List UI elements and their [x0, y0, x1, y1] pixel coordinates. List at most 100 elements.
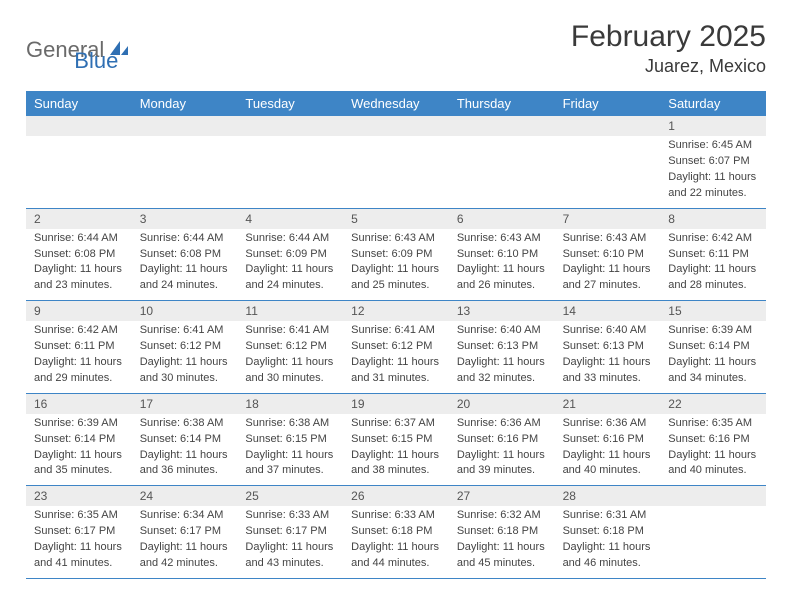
dl1-text: Daylight: 11 hours — [668, 170, 758, 185]
sunrise-text: Sunrise: 6:38 AM — [140, 416, 230, 431]
day-number: 16 — [26, 394, 132, 414]
sunrise-text: Sunrise: 6:44 AM — [140, 231, 230, 246]
day-cell: 27Sunrise: 6:32 AMSunset: 6:18 PMDayligh… — [449, 486, 555, 578]
dl2-text: and 36 minutes. — [140, 463, 230, 478]
day-number: 4 — [237, 209, 343, 229]
day-cell: 21Sunrise: 6:36 AMSunset: 6:16 PMDayligh… — [555, 394, 661, 486]
sunrise-text: Sunrise: 6:43 AM — [563, 231, 653, 246]
sunrise-text: Sunrise: 6:36 AM — [457, 416, 547, 431]
dl1-text: Daylight: 11 hours — [140, 262, 230, 277]
sunrise-text: Sunrise: 6:37 AM — [351, 416, 441, 431]
day-number — [26, 116, 132, 136]
day-details: Sunrise: 6:41 AMSunset: 6:12 PMDaylight:… — [237, 323, 343, 392]
sunrise-text: Sunrise: 6:43 AM — [351, 231, 441, 246]
dl1-text: Daylight: 11 hours — [668, 262, 758, 277]
day-details: Sunrise: 6:34 AMSunset: 6:17 PMDaylight:… — [132, 508, 238, 577]
sunset-text: Sunset: 6:13 PM — [563, 339, 653, 354]
sunset-text: Sunset: 6:13 PM — [457, 339, 547, 354]
day-number: 1 — [660, 116, 766, 136]
dl1-text: Daylight: 11 hours — [563, 262, 653, 277]
sunset-text: Sunset: 6:08 PM — [140, 247, 230, 262]
day-cell: 17Sunrise: 6:38 AMSunset: 6:14 PMDayligh… — [132, 394, 238, 486]
sunset-text: Sunset: 6:08 PM — [34, 247, 124, 262]
sunrise-text: Sunrise: 6:33 AM — [245, 508, 335, 523]
sunrise-text: Sunrise: 6:42 AM — [668, 231, 758, 246]
sunrise-text: Sunrise: 6:31 AM — [563, 508, 653, 523]
day-number: 24 — [132, 486, 238, 506]
sunset-text: Sunset: 6:10 PM — [563, 247, 653, 262]
day-header: Saturday — [660, 91, 766, 116]
dl2-text: and 29 minutes. — [34, 371, 124, 386]
dl1-text: Daylight: 11 hours — [457, 540, 547, 555]
dl1-text: Daylight: 11 hours — [245, 355, 335, 370]
week-row: 2Sunrise: 6:44 AMSunset: 6:08 PMDaylight… — [26, 209, 766, 302]
dl2-text: and 24 minutes. — [140, 278, 230, 293]
day-details: Sunrise: 6:42 AMSunset: 6:11 PMDaylight:… — [660, 231, 766, 300]
day-cell: 25Sunrise: 6:33 AMSunset: 6:17 PMDayligh… — [237, 486, 343, 578]
day-cell: 5Sunrise: 6:43 AMSunset: 6:09 PMDaylight… — [343, 209, 449, 301]
title-block: February 2025 Juarez, Mexico — [571, 20, 766, 87]
sunset-text: Sunset: 6:11 PM — [34, 339, 124, 354]
day-cell: 10Sunrise: 6:41 AMSunset: 6:12 PMDayligh… — [132, 301, 238, 393]
week-row: 1Sunrise: 6:45 AMSunset: 6:07 PMDaylight… — [26, 116, 766, 209]
dl1-text: Daylight: 11 hours — [140, 448, 230, 463]
dl2-text: and 43 minutes. — [245, 556, 335, 571]
day-number: 14 — [555, 301, 661, 321]
dl2-text: and 32 minutes. — [457, 371, 547, 386]
day-details: Sunrise: 6:36 AMSunset: 6:16 PMDaylight:… — [555, 416, 661, 485]
week-row: 23Sunrise: 6:35 AMSunset: 6:17 PMDayligh… — [26, 486, 766, 579]
dl1-text: Daylight: 11 hours — [668, 355, 758, 370]
dl2-text: and 24 minutes. — [245, 278, 335, 293]
sunrise-text: Sunrise: 6:33 AM — [351, 508, 441, 523]
day-number: 3 — [132, 209, 238, 229]
sunrise-text: Sunrise: 6:41 AM — [245, 323, 335, 338]
day-details: Sunrise: 6:44 AMSunset: 6:08 PMDaylight:… — [26, 231, 132, 300]
day-number: 2 — [26, 209, 132, 229]
day-number — [237, 116, 343, 136]
day-cell: 19Sunrise: 6:37 AMSunset: 6:15 PMDayligh… — [343, 394, 449, 486]
week-row: 16Sunrise: 6:39 AMSunset: 6:14 PMDayligh… — [26, 394, 766, 487]
dl1-text: Daylight: 11 hours — [34, 355, 124, 370]
day-details: Sunrise: 6:44 AMSunset: 6:08 PMDaylight:… — [132, 231, 238, 300]
day-cell: 24Sunrise: 6:34 AMSunset: 6:17 PMDayligh… — [132, 486, 238, 578]
empty-cell — [449, 116, 555, 208]
day-number: 21 — [555, 394, 661, 414]
day-cell: 28Sunrise: 6:31 AMSunset: 6:18 PMDayligh… — [555, 486, 661, 578]
day-number: 10 — [132, 301, 238, 321]
day-details: Sunrise: 6:35 AMSunset: 6:17 PMDaylight:… — [26, 508, 132, 577]
day-details: Sunrise: 6:37 AMSunset: 6:15 PMDaylight:… — [343, 416, 449, 485]
sunrise-text: Sunrise: 6:40 AM — [457, 323, 547, 338]
day-details: Sunrise: 6:41 AMSunset: 6:12 PMDaylight:… — [132, 323, 238, 392]
dl2-text: and 46 minutes. — [563, 556, 653, 571]
sunrise-text: Sunrise: 6:44 AM — [34, 231, 124, 246]
day-cell: 14Sunrise: 6:40 AMSunset: 6:13 PMDayligh… — [555, 301, 661, 393]
dl1-text: Daylight: 11 hours — [34, 540, 124, 555]
dl2-text: and 38 minutes. — [351, 463, 441, 478]
sunrise-text: Sunrise: 6:39 AM — [34, 416, 124, 431]
sunrise-text: Sunrise: 6:44 AM — [245, 231, 335, 246]
day-cell: 23Sunrise: 6:35 AMSunset: 6:17 PMDayligh… — [26, 486, 132, 578]
empty-cell — [343, 116, 449, 208]
day-cell: 4Sunrise: 6:44 AMSunset: 6:09 PMDaylight… — [237, 209, 343, 301]
day-cell: 26Sunrise: 6:33 AMSunset: 6:18 PMDayligh… — [343, 486, 449, 578]
day-cell: 16Sunrise: 6:39 AMSunset: 6:14 PMDayligh… — [26, 394, 132, 486]
dl1-text: Daylight: 11 hours — [457, 355, 547, 370]
day-number: 18 — [237, 394, 343, 414]
sunset-text: Sunset: 6:16 PM — [457, 432, 547, 447]
sunrise-text: Sunrise: 6:43 AM — [457, 231, 547, 246]
day-number — [132, 116, 238, 136]
day-details: Sunrise: 6:42 AMSunset: 6:11 PMDaylight:… — [26, 323, 132, 392]
sunset-text: Sunset: 6:17 PM — [140, 524, 230, 539]
dl1-text: Daylight: 11 hours — [457, 262, 547, 277]
location-text: Juarez, Mexico — [571, 56, 766, 77]
sunrise-text: Sunrise: 6:38 AM — [245, 416, 335, 431]
day-header: Wednesday — [343, 91, 449, 116]
weeks-container: 1Sunrise: 6:45 AMSunset: 6:07 PMDaylight… — [26, 116, 766, 579]
day-details: Sunrise: 6:44 AMSunset: 6:09 PMDaylight:… — [237, 231, 343, 300]
logo: General Blue — [26, 26, 118, 74]
sunrise-text: Sunrise: 6:42 AM — [34, 323, 124, 338]
day-details: Sunrise: 6:33 AMSunset: 6:18 PMDaylight:… — [343, 508, 449, 577]
dl1-text: Daylight: 11 hours — [245, 540, 335, 555]
sunset-text: Sunset: 6:15 PM — [351, 432, 441, 447]
day-details: Sunrise: 6:33 AMSunset: 6:17 PMDaylight:… — [237, 508, 343, 577]
